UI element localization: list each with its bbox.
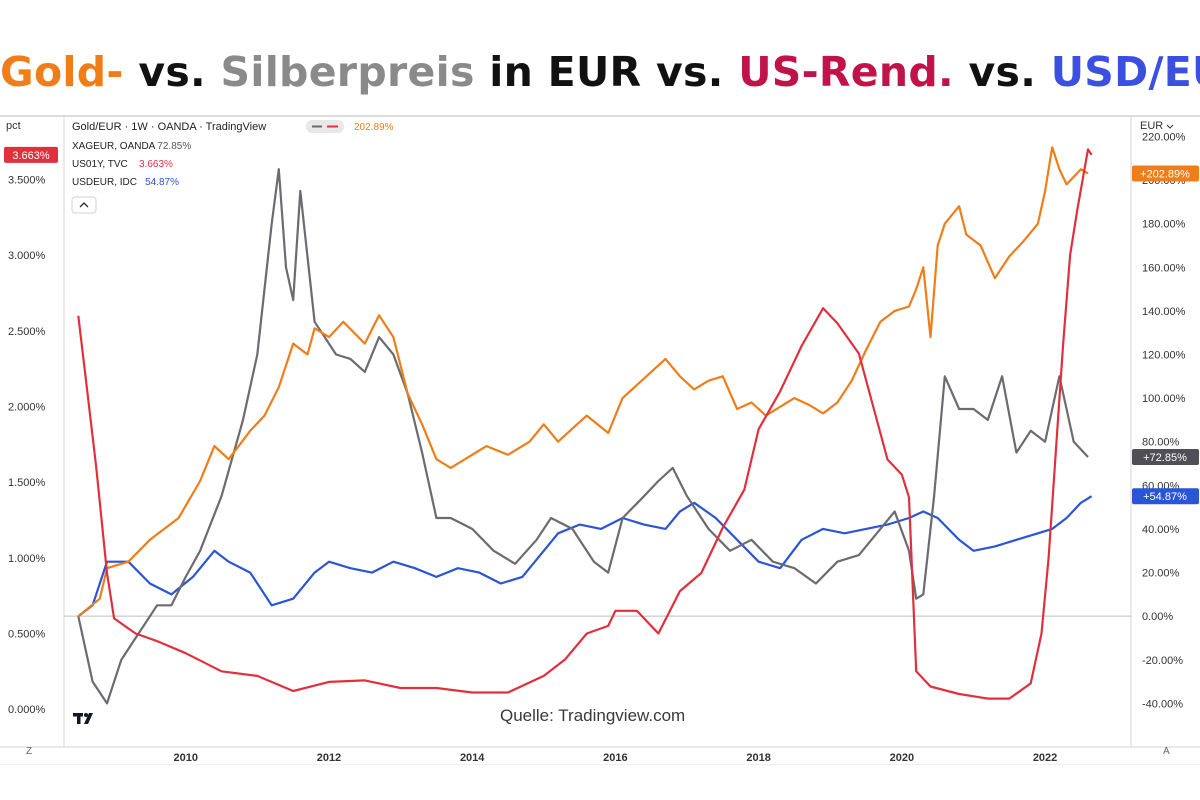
page-title: Gold- vs. Silberpreis in EUR vs. US-Rend… xyxy=(0,48,1200,96)
right-axis-tick-label: 80.00% xyxy=(1142,437,1180,449)
title-silver: Silberpreis xyxy=(220,48,475,96)
right-axis-tick-label: 160.00% xyxy=(1142,262,1186,274)
source-caption: Quelle: Tradingview.com xyxy=(500,706,686,725)
legend-row-value: 72.85% xyxy=(157,141,191,152)
series-line-gold-eur xyxy=(77,146,1089,618)
last-value-badge-us01y xyxy=(4,146,58,163)
legend-main-value: 202.89% xyxy=(354,122,394,133)
x-axis-tick-label: 2022 xyxy=(1033,752,1057,764)
chevron-up-icon[interactable] xyxy=(79,202,89,208)
right-axis-tick-label: 180.00% xyxy=(1142,219,1186,231)
chart-svg: pct EUR 0.000% 0.500% 1.000% 1.500% 2.000% 2.50… xyxy=(0,115,1200,766)
legend-collapse-button[interactable] xyxy=(71,196,97,214)
last-value-label-xageur: +72.85% xyxy=(1143,452,1187,464)
title-gold: Gold- xyxy=(0,48,124,96)
left-axis-tick-label: 0.500% xyxy=(8,629,46,641)
left-axis-tick-label: 3.000% xyxy=(8,250,46,262)
right-axis-tick-label: 220.00% xyxy=(1142,131,1186,143)
legend-row-value: 54.87% xyxy=(145,177,179,188)
last-value-badge-xageur xyxy=(1132,448,1199,465)
last-value-label-usdeur: +54.87% xyxy=(1143,491,1187,503)
legend-row-label: XAGEUR, OANDA xyxy=(72,141,156,152)
right-axis-tick-label: -40.00% xyxy=(1142,698,1183,710)
x-axis-tick-label: 2020 xyxy=(890,752,914,764)
timezone-toggle-z[interactable]: Z xyxy=(26,746,33,757)
right-axis-tick-label: 40.00% xyxy=(1142,524,1180,536)
x-axis-tick-label: 2018 xyxy=(746,752,770,764)
left-axis-tick-label: 1.500% xyxy=(8,477,46,489)
x-axis-tick-label: 2012 xyxy=(317,752,341,764)
series-line-xageur xyxy=(77,168,1089,705)
legend-series-toggle[interactable] xyxy=(306,120,344,133)
series-line-us01y xyxy=(77,148,1093,700)
auto-scale-toggle-a[interactable]: A xyxy=(1163,746,1170,757)
title-vs-2: vs. xyxy=(953,48,1051,96)
left-axis-tick-label: 2.000% xyxy=(8,402,46,414)
title-usd: USD/EUR xyxy=(1050,48,1200,96)
right-axis-unit-label: EUR xyxy=(1140,120,1163,132)
right-axis-tick-label: -20.00% xyxy=(1142,655,1183,667)
last-value-badge-usdeur xyxy=(1132,488,1199,505)
title-in-eur: in EUR vs. xyxy=(474,48,739,96)
right-axis-tick-label: 20.00% xyxy=(1142,568,1180,580)
x-axis-tick-label: 2010 xyxy=(173,752,197,764)
left-axis-tick-label: 0.000% xyxy=(8,704,46,716)
x-axis-tick-label: 2016 xyxy=(603,752,627,764)
legend-row-label: USDEUR, IDC xyxy=(72,177,137,188)
legend-row-label: US01Y, TVC xyxy=(72,159,128,170)
series-line-usdeur xyxy=(77,495,1093,618)
left-axis-tick-label: 3.500% xyxy=(8,175,46,187)
x-axis-tick-label: 2014 xyxy=(460,752,485,764)
right-axis-tick-label: 0.00% xyxy=(1142,611,1173,623)
left-axis-tick-label: 1.000% xyxy=(8,553,46,565)
chart-panel: pct EUR 0.000% 0.500% 1.000% 1.500% 2.000% 2.50… xyxy=(0,115,1200,766)
legend-row-value: 3.663% xyxy=(139,159,173,170)
last-value-label-us01y: 3.663% xyxy=(12,150,50,162)
title-vs-1: vs. xyxy=(123,48,221,96)
right-axis-tick-label: 100.00% xyxy=(1142,393,1186,405)
chevron-down-icon[interactable] xyxy=(1166,124,1174,129)
right-axis-tick-label: 120.00% xyxy=(1142,350,1186,362)
title-yield: US-Rend. xyxy=(738,48,954,96)
legend-main-label: Gold/EUR · 1W · OANDA · TradingView xyxy=(72,121,266,133)
last-value-badge-gold-eur xyxy=(1132,165,1199,182)
left-axis-unit-label: pct xyxy=(6,120,21,132)
last-value-label-gold-eur: +202.89% xyxy=(1140,169,1190,181)
left-axis-tick-label: 2.500% xyxy=(8,326,46,338)
right-axis-tick-label: 140.00% xyxy=(1142,306,1186,318)
tradingview-logo-icon[interactable] xyxy=(72,709,98,729)
